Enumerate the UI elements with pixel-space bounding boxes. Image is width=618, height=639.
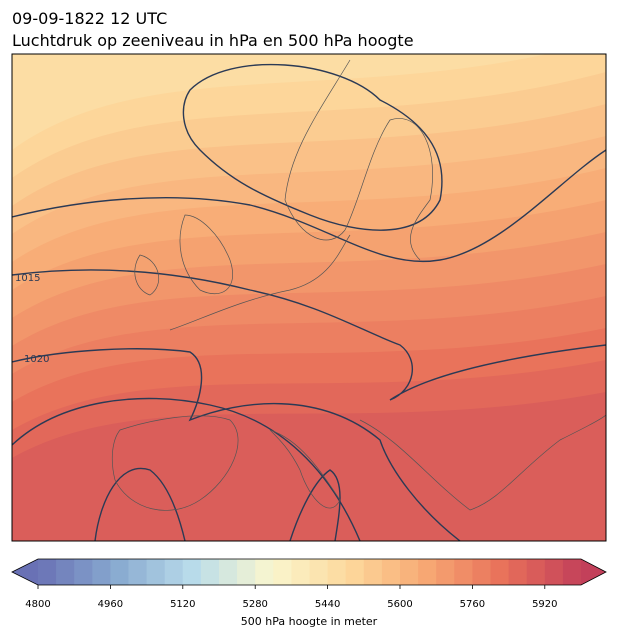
contour-label: 1020 [24, 354, 49, 365]
colorbar-extend-high [581, 559, 606, 585]
colorbar-cell [182, 559, 202, 585]
colorbar-cell [400, 559, 419, 585]
colorbar-cell [237, 559, 256, 585]
colorbar-cell [436, 559, 455, 585]
colorbar-cell [508, 559, 528, 585]
colorbar-cell [562, 559, 582, 585]
colorbar-cell [472, 559, 491, 585]
colorbar-cell [110, 559, 129, 585]
colorbar: 4800 4960 5120 5280 5440 5600 5760 5920 500 hPa … [11, 558, 607, 628]
map [12, 54, 606, 541]
colorbar-cell [255, 559, 274, 585]
colorbar-cell [74, 559, 93, 585]
colorbar-cell [345, 559, 365, 585]
colorbar-cell [381, 559, 401, 585]
colorbar-cell [92, 559, 111, 585]
subtitle: Luchtdruk op zeeniveau in hPa en 500 hPa… [12, 31, 414, 50]
colorbar-cell [38, 559, 57, 585]
colorbar-cell [418, 559, 437, 585]
colorbar-cell [454, 559, 473, 585]
colorbar-cell [56, 559, 75, 585]
colorbar-cell [164, 559, 184, 585]
height-band [12, 392, 606, 541]
colorbar-cell [490, 559, 510, 585]
colorbar-tick-label: 4800 [25, 599, 50, 610]
colorbar-cell [146, 559, 166, 585]
colorbar-cell [273, 559, 292, 585]
colorbar-extend-low [12, 559, 38, 585]
colorbar-tick-label: 5920 [532, 599, 557, 610]
colorbar-cell [128, 559, 148, 585]
colorbar-outline [11, 558, 607, 586]
colorbar-cell [291, 559, 310, 585]
colorbar-tick-label: 5440 [315, 599, 340, 610]
colorbar-cell [544, 559, 564, 585]
colorbar-cell [309, 559, 329, 585]
coastlines [111, 59, 606, 511]
colorbar-cell [200, 559, 220, 585]
colorbar-tick-label: 5760 [460, 599, 485, 610]
map-frame [11, 53, 607, 542]
title: 09-09-1822 12 UTC [12, 9, 167, 28]
colorbar-tick-label: 5600 [387, 599, 412, 610]
colorbar-tick-label: 5120 [170, 599, 195, 610]
colorbar-tick-label: 4960 [98, 599, 123, 610]
contour-label: 1015 [15, 273, 40, 284]
colorbar-tick-label: 5280 [242, 599, 267, 610]
colorbar-label: 500 hPa hoogte in meter [241, 615, 378, 628]
colorbar-cell [219, 559, 238, 585]
colorbar-cell [327, 559, 347, 585]
colorbar-cell [363, 559, 383, 585]
colorbar-cell [526, 559, 546, 585]
